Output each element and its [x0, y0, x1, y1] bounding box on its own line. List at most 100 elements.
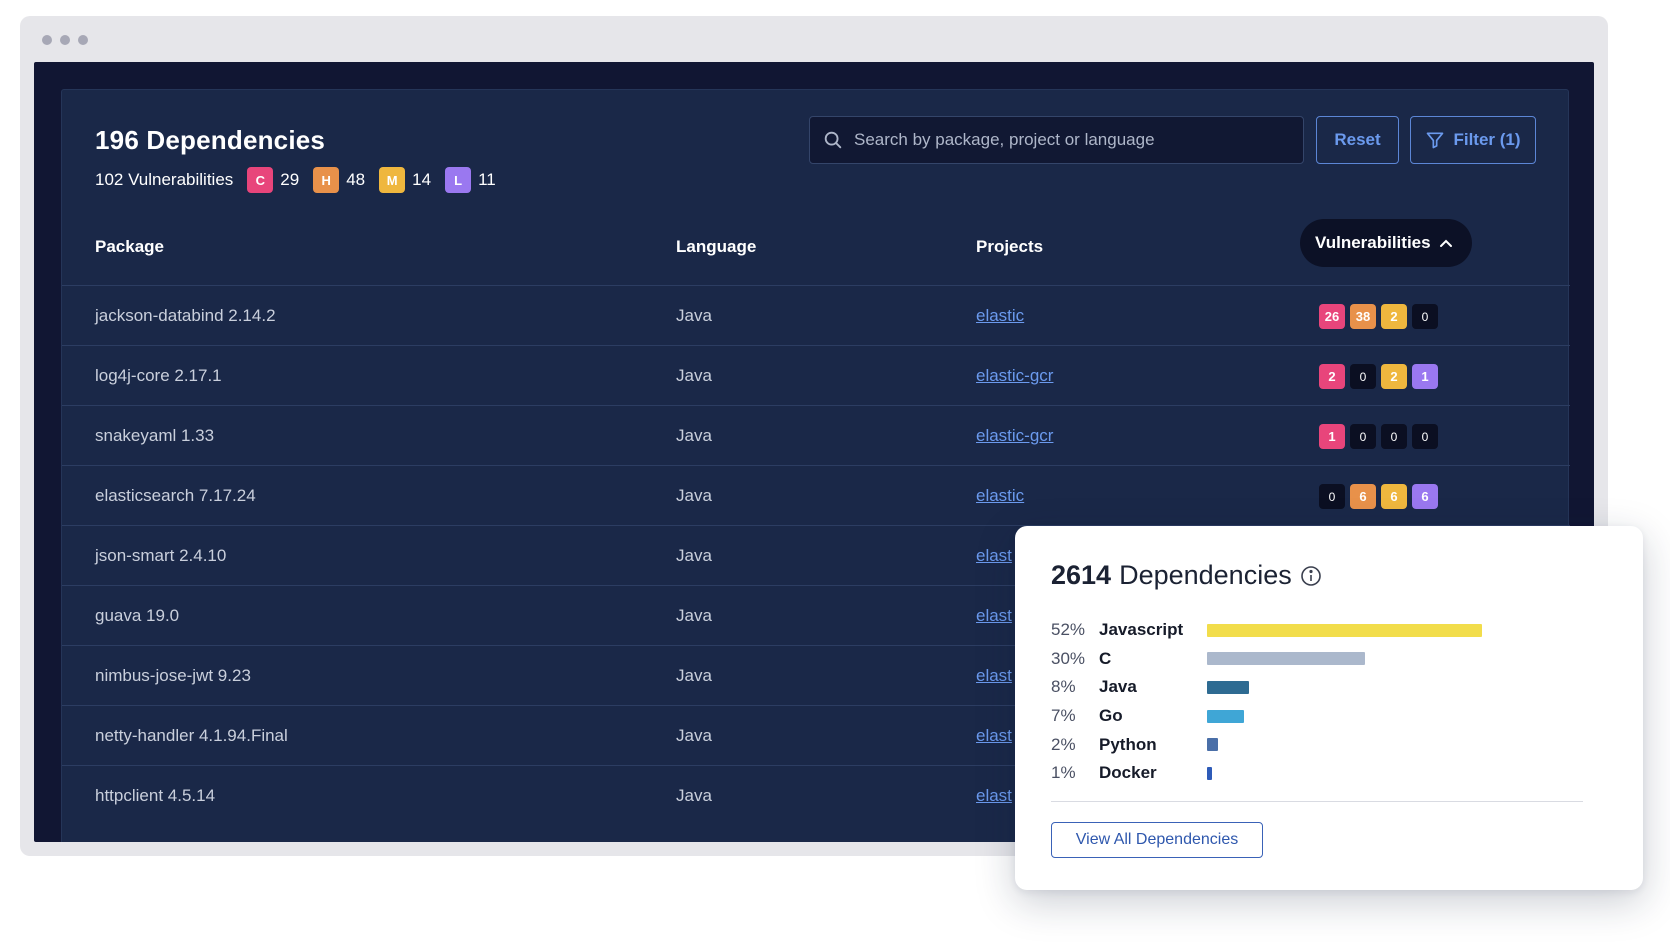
- vulnerability-badge: 38: [1350, 304, 1376, 329]
- window-dot[interactable]: [78, 35, 88, 45]
- package-language: Java: [676, 606, 712, 625]
- package-name: nimbus-jose-jwt 9.23: [95, 666, 251, 685]
- package-name: netty-handler 4.1.94.Final: [95, 726, 288, 745]
- dependencies-overview-card: 2614 Dependencies 52% Javascript 30% C 8% Jav…: [1015, 526, 1643, 890]
- search-placeholder: Search by package, project or language: [854, 130, 1155, 149]
- package-language: Java: [676, 666, 712, 685]
- language-share-bar: [1207, 709, 1244, 723]
- search-icon: [824, 131, 842, 149]
- column-header-language[interactable]: Language: [676, 237, 757, 256]
- search-input[interactable]: Search by package, project or language: [809, 116, 1304, 164]
- dependency-label: Dependencies: [1119, 560, 1292, 590]
- column-header-vulnerabilities-label: Vulnerabilities: [1315, 233, 1431, 252]
- column-header-vulnerabilities[interactable]: Vulnerabilities: [1300, 219, 1472, 267]
- project-link[interactable]: elastic-gcr: [976, 426, 1054, 445]
- table-row[interactable]: nimbus-jose-jwt 9.23 Java elast: [62, 645, 1570, 705]
- vulnerability-badge: 2: [1381, 364, 1407, 389]
- vulnerability-badge: 6: [1412, 484, 1438, 509]
- severity-medium-count: 14: [412, 170, 432, 189]
- project-link[interactable]: elastic: [976, 486, 1025, 505]
- vulnerability-badge: 0: [1319, 484, 1345, 509]
- project-link[interactable]: elast: [976, 546, 1012, 565]
- package-name: elasticsearch 7.17.24: [95, 486, 256, 505]
- severity-high-count: 48: [346, 170, 366, 189]
- table-row[interactable]: httpclient 4.5.14 Java elast: [62, 765, 1570, 825]
- card-title: 2614 Dependencies: [1051, 560, 1322, 591]
- language-name: Java: [1099, 677, 1137, 697]
- filter-button-label: Filter (1): [1453, 130, 1521, 149]
- window-dot[interactable]: [60, 35, 70, 45]
- severity-low-count: 11: [478, 170, 496, 189]
- dependency-count: 2614: [1051, 560, 1112, 590]
- column-header-projects[interactable]: Projects: [976, 237, 1044, 256]
- severity-critical-badge: C: [247, 167, 274, 193]
- info-icon[interactable]: [1300, 565, 1322, 587]
- window-controls: [42, 35, 88, 45]
- package-language: Java: [676, 786, 712, 805]
- divider: [1051, 801, 1583, 802]
- table-row[interactable]: jackson-databind 2.14.2 Java elastic 26 38 2 0: [62, 285, 1570, 345]
- project-link[interactable]: elast: [976, 726, 1012, 745]
- severity-critical-count: 29: [280, 170, 300, 189]
- project-link[interactable]: elast: [976, 606, 1012, 625]
- language-percent: 2%: [1051, 734, 1076, 754]
- vulnerability-badge: 26: [1319, 304, 1345, 329]
- window-dot[interactable]: [42, 35, 52, 45]
- vulnerability-badge: 0: [1381, 424, 1407, 449]
- language-share-bar: [1207, 738, 1218, 752]
- language-row: 52% Javascript: [1051, 616, 1611, 645]
- language-name: Go: [1099, 706, 1123, 726]
- table-row[interactable]: snakeyaml 1.33 Java elastic-gcr 1 0 0 0: [62, 405, 1570, 465]
- language-percent: 1%: [1051, 763, 1076, 783]
- language-name: C: [1099, 648, 1112, 668]
- severity-medium-badge: M: [379, 167, 406, 193]
- package-name: log4j-core 2.17.1: [95, 366, 222, 385]
- language-share-bar: [1207, 766, 1212, 780]
- vulnerability-badge: 1: [1319, 424, 1345, 449]
- package-language: Java: [676, 726, 712, 745]
- vulnerability-badge: 0: [1350, 364, 1376, 389]
- view-all-dependencies-button[interactable]: View All Dependencies: [1051, 822, 1263, 858]
- vulnerability-badge: 0: [1412, 424, 1438, 449]
- language-row: 30% C: [1051, 645, 1611, 674]
- vulnerability-summary: 102 Vulnerabilities C 29 H 48 M 14 L 11: [95, 167, 510, 193]
- filter-button[interactable]: Filter (1): [1410, 116, 1536, 164]
- language-share-bar: [1207, 652, 1365, 666]
- vulnerability-badge: 6: [1381, 484, 1407, 509]
- package-language: Java: [676, 366, 712, 385]
- vulnerability-badge: 0: [1350, 424, 1376, 449]
- project-link[interactable]: elast: [976, 666, 1012, 685]
- table-row[interactable]: guava 19.0 Java elast: [62, 585, 1570, 645]
- table-row[interactable]: json-smart 2.4.10 Java elast: [62, 525, 1570, 585]
- vulnerability-counts: 26 38 2 0: [1319, 304, 1438, 329]
- project-link[interactable]: elast: [976, 786, 1012, 805]
- language-row: 1% Docker: [1051, 759, 1611, 788]
- vulnerability-badge: 2: [1319, 364, 1345, 389]
- project-link[interactable]: elastic-gcr: [976, 366, 1054, 385]
- severity-high-badge: H: [313, 167, 340, 193]
- column-header-package[interactable]: Package: [95, 237, 164, 256]
- table-row[interactable]: log4j-core 2.17.1 Java elastic-gcr 2 0 2 1: [62, 345, 1570, 405]
- table-row[interactable]: elasticsearch 7.17.24 Java elastic 0 6 6 6: [62, 465, 1570, 525]
- chevron-up-icon: [1439, 239, 1452, 247]
- language-breakdown: 52% Javascript 30% C 8% Java 7% Go 2% Python 1% Doc…: [1051, 616, 1611, 788]
- package-name: jackson-databind 2.14.2: [95, 306, 276, 325]
- language-percent: 52%: [1051, 620, 1086, 640]
- table-row[interactable]: netty-handler 4.1.94.Final Java elast: [62, 705, 1570, 765]
- vulnerability-badge: 6: [1350, 484, 1376, 509]
- package-name: guava 19.0: [95, 606, 180, 625]
- language-share-bar: [1207, 623, 1482, 637]
- package-name: json-smart 2.4.10: [95, 546, 227, 565]
- language-row: 7% Go: [1051, 702, 1611, 731]
- package-name: snakeyaml 1.33: [95, 426, 215, 445]
- language-percent: 7%: [1051, 706, 1076, 726]
- filter-icon: [1427, 132, 1444, 149]
- reset-button[interactable]: Reset: [1316, 116, 1399, 164]
- project-link[interactable]: elastic: [976, 306, 1025, 325]
- vulnerability-total: 102 Vulnerabilities: [95, 170, 234, 189]
- language-row: 2% Python: [1051, 730, 1611, 759]
- package-language: Java: [676, 426, 712, 445]
